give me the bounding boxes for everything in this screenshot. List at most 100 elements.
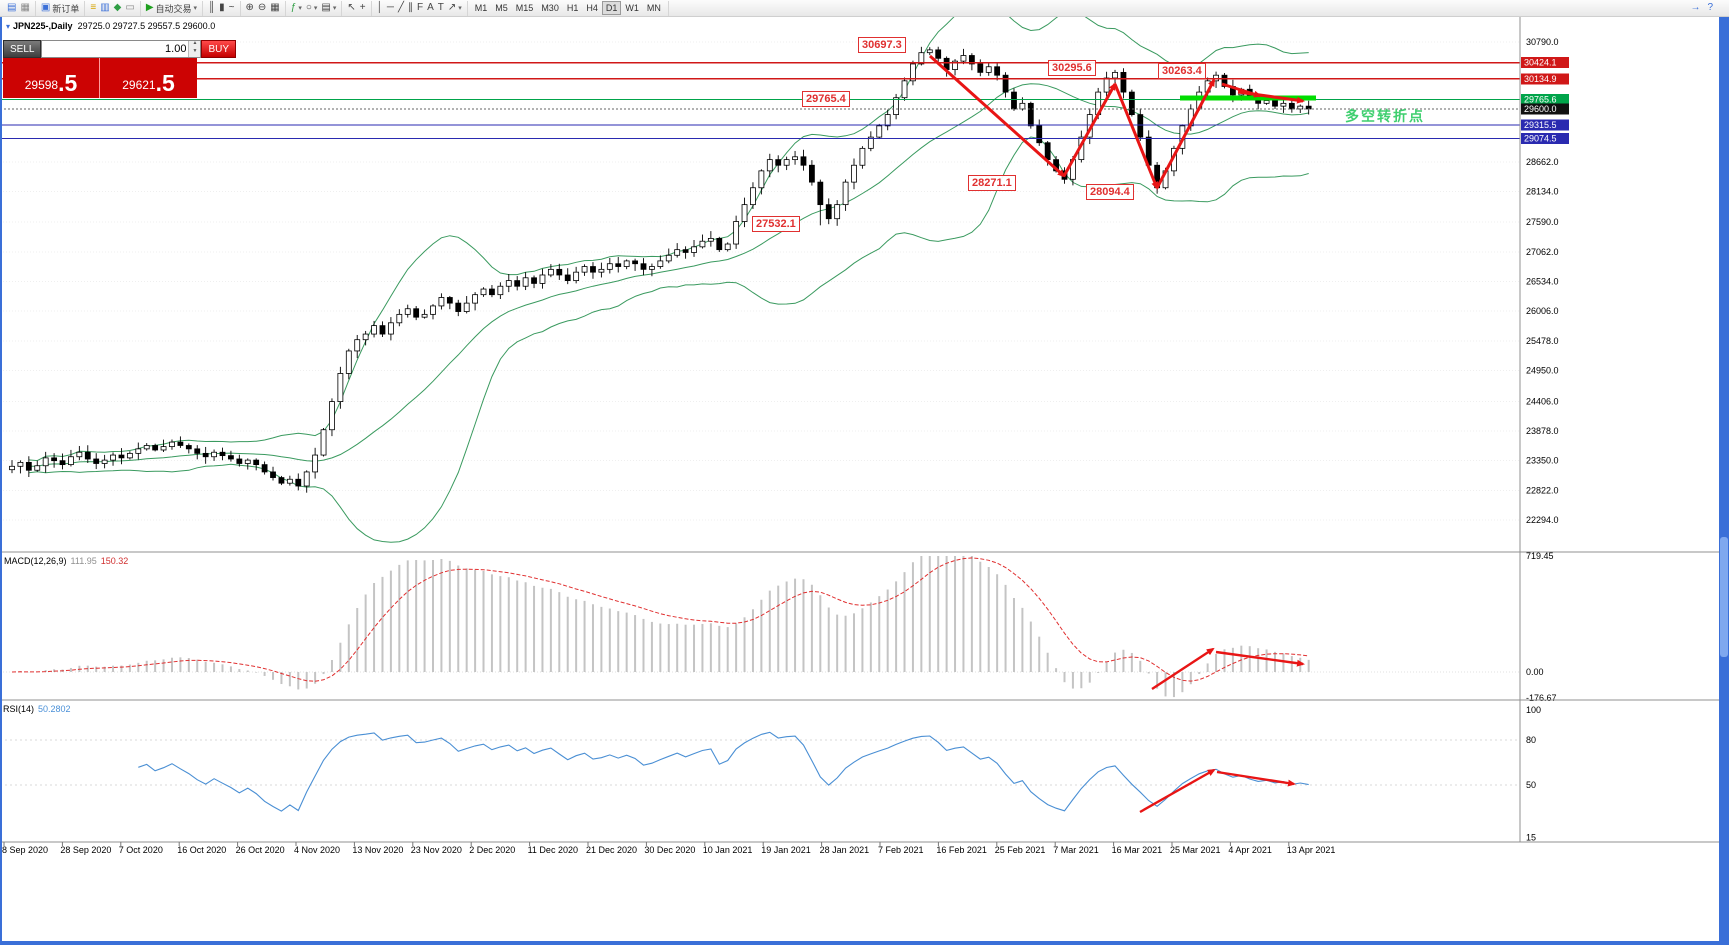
svg-text:0.00: 0.00 xyxy=(1526,667,1544,677)
svg-text:7 Mar 2021: 7 Mar 2021 xyxy=(1053,845,1099,855)
main-toolbar: ▤ ▦ ▣ 新订单 ≡ ▥ ◆ ▭ ▶ 自动交易 ▾ ║ ▮ ~ ⊕ ⊖ ▦ ƒ ▾ ○ ▾ ▤ ▾ ↖ + │ ─ ╱ ∥ F A T ↗ ▾ M… xyxy=(0,0,1729,17)
date-axis: 8 Sep 2020 28 Sep 2020 7 Oct 2020 16 Oct 20… xyxy=(2,842,1335,855)
vertical-line-icon[interactable]: │ xyxy=(375,1,385,16)
sell-price[interactable]: 29598.5 xyxy=(3,58,100,98)
templates-icon[interactable]: ▤ ▾ xyxy=(319,1,338,16)
svg-text:24950.0: 24950.0 xyxy=(1526,366,1559,376)
fibonacci-icon[interactable]: F xyxy=(415,1,425,16)
volume-up-icon[interactable]: ▲ xyxy=(189,41,201,49)
support-zone-line xyxy=(1180,95,1316,101)
arrows-icon[interactable]: ↗ ▾ xyxy=(446,1,464,16)
vertical-scrollbar[interactable] xyxy=(1719,17,1729,941)
svg-text:-176.67: -176.67 xyxy=(1526,693,1557,703)
timeframe-h4[interactable]: H4 xyxy=(582,1,602,15)
price-annotation[interactable]: 30697.3 xyxy=(858,37,906,53)
timeframe-m1[interactable]: M1 xyxy=(471,1,492,15)
svg-text:23 Nov 2020: 23 Nov 2020 xyxy=(411,845,462,855)
price-annotation[interactable]: 30295.6 xyxy=(1048,60,1096,76)
help-icon[interactable]: ? xyxy=(1705,1,1715,16)
svg-text:25478.0: 25478.0 xyxy=(1526,336,1559,346)
cursor-icon[interactable]: ↖ xyxy=(345,1,357,16)
svg-text:100: 100 xyxy=(1526,705,1541,715)
chart-shift-icon[interactable]: → xyxy=(1688,1,1702,16)
price-annotation[interactable]: 27532.1 xyxy=(752,216,800,232)
svg-text:24406.0: 24406.0 xyxy=(1526,396,1559,406)
timeframe-h1[interactable]: H1 xyxy=(563,1,583,15)
window-border-bottom xyxy=(0,941,1729,945)
zoom-out-icon[interactable]: ⊖ xyxy=(256,1,268,16)
market-watch-icon[interactable]: ≡ xyxy=(88,1,98,16)
timeframe-m15[interactable]: M15 xyxy=(512,1,538,15)
svg-text:26006.0: 26006.0 xyxy=(1526,306,1559,316)
channel-icon[interactable]: ∥ xyxy=(406,1,415,16)
candlestick-icon[interactable]: ▮ xyxy=(217,1,227,16)
data-window-icon[interactable]: ▥ xyxy=(98,1,111,16)
terminal-icon[interactable]: ▭ xyxy=(123,1,136,16)
svg-text:30134.9: 30134.9 xyxy=(1524,74,1557,84)
volume-down-icon[interactable]: ▼ xyxy=(189,49,201,57)
timeframe-d1[interactable]: D1 xyxy=(601,1,622,15)
svg-text:26 Oct 2020: 26 Oct 2020 xyxy=(236,845,285,855)
svg-text:16 Feb 2021: 16 Feb 2021 xyxy=(936,845,987,855)
scrollbar-thumb[interactable] xyxy=(1720,537,1728,657)
timeframe-m5[interactable]: M5 xyxy=(491,1,512,15)
svg-text:27062.0: 27062.0 xyxy=(1526,247,1559,257)
bar-chart-icon[interactable]: ║ xyxy=(206,1,217,16)
navigator-icon[interactable]: ◆ xyxy=(112,1,124,16)
trendline-icon[interactable]: ╱ xyxy=(396,1,406,16)
svg-text:28662.0: 28662.0 xyxy=(1526,157,1559,167)
indicators-icon[interactable]: ƒ ▾ xyxy=(289,1,304,16)
price-annotation[interactable]: 28271.1 xyxy=(968,175,1016,191)
price-annotation[interactable]: 29765.4 xyxy=(802,91,850,107)
macd-histogram xyxy=(0,556,1520,698)
svg-text:16 Mar 2021: 16 Mar 2021 xyxy=(1112,845,1163,855)
price-annotation[interactable]: 30263.4 xyxy=(1158,63,1206,79)
svg-text:23878.0: 23878.0 xyxy=(1526,426,1559,436)
svg-text:16 Oct 2020: 16 Oct 2020 xyxy=(177,845,226,855)
new-order-button[interactable]: ▣ 新订单 xyxy=(40,2,80,14)
svg-text:29074.5: 29074.5 xyxy=(1524,134,1557,144)
trend-arrows xyxy=(928,54,1305,814)
tile-windows-icon[interactable]: ▦ xyxy=(268,1,281,16)
volume-box: ▲▼ xyxy=(41,40,202,58)
crosshair-icon[interactable]: + xyxy=(358,1,368,16)
autotrade-button[interactable]: ▶ 自动交易 ▾ xyxy=(145,2,198,14)
volume-input[interactable] xyxy=(42,41,189,57)
svg-text:15: 15 xyxy=(1526,833,1536,843)
svg-text:13 Apr 2021: 13 Apr 2021 xyxy=(1287,845,1336,855)
turning-point-note[interactable]: 多空转折点 xyxy=(1345,108,1425,124)
volume-spinner[interactable]: ▲ ▼ xyxy=(188,41,201,57)
rsi-line xyxy=(138,731,1309,812)
horizontal-line-icon[interactable]: ─ xyxy=(385,1,396,16)
price-annotation[interactable]: 28094.4 xyxy=(1086,184,1134,200)
svg-text:19 Jan 2021: 19 Jan 2021 xyxy=(761,845,811,855)
profiles-icon[interactable]: ▦ xyxy=(18,1,31,16)
timeframe-mn[interactable]: MN xyxy=(643,1,665,15)
line-chart-icon[interactable]: ~ xyxy=(227,1,237,16)
svg-text:25 Mar 2021: 25 Mar 2021 xyxy=(1170,845,1221,855)
label-icon[interactable]: T xyxy=(436,1,446,16)
svg-text:22822.0: 22822.0 xyxy=(1526,485,1559,495)
buy-button[interactable]: BUY xyxy=(201,40,237,58)
zoom-in-icon[interactable]: ⊕ xyxy=(244,1,256,16)
macd-signal-line xyxy=(11,557,1309,682)
periods-icon[interactable]: ○ ▾ xyxy=(304,1,320,16)
buy-price[interactable]: 29621.5 xyxy=(122,70,175,97)
svg-text:25 Feb 2021: 25 Feb 2021 xyxy=(995,845,1046,855)
svg-text:29315.5: 29315.5 xyxy=(1524,120,1557,130)
new-chart-icon[interactable]: ▤ xyxy=(5,1,18,16)
svg-text:30790.0: 30790.0 xyxy=(1526,37,1559,47)
svg-text:50: 50 xyxy=(1526,780,1536,790)
svg-text:30 Dec 2020: 30 Dec 2020 xyxy=(644,845,695,855)
svg-text:7 Feb 2021: 7 Feb 2021 xyxy=(878,845,924,855)
text-icon[interactable]: A xyxy=(425,1,436,16)
macd-label: MACD(12,26,9) 111.95 150.32 xyxy=(4,556,129,566)
timeframe-w1[interactable]: W1 xyxy=(621,1,643,15)
sell-button[interactable]: SELL xyxy=(3,40,42,58)
timeframe-m30[interactable]: M30 xyxy=(537,1,563,15)
svg-text:28134.0: 28134.0 xyxy=(1526,186,1559,196)
ohlc-values: 29725.0 29727.5 29557.5 29600.0 xyxy=(77,21,216,31)
svg-text:10 Jan 2021: 10 Jan 2021 xyxy=(703,845,753,855)
